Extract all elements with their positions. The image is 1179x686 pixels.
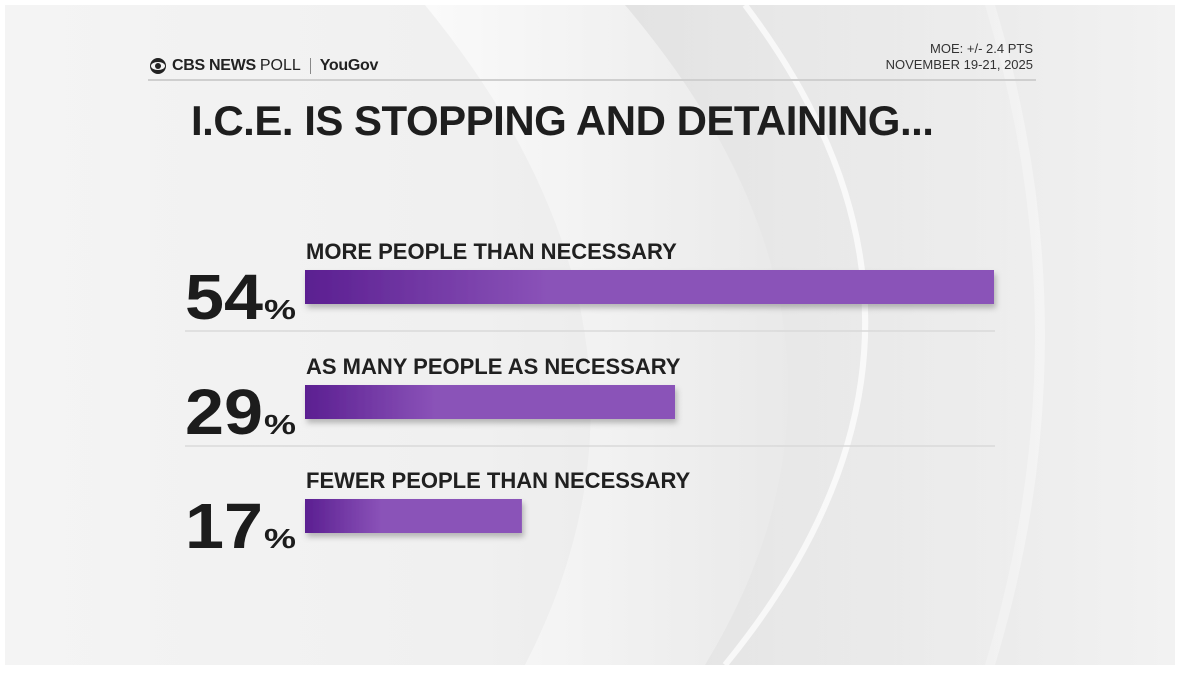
brand-name: CBS NEWS	[172, 57, 256, 74]
poll-dates: NOVEMBER 19-21, 2025	[885, 57, 1033, 72]
poll-meta: MOE: +/- 2.4 PTS NOVEMBER 19-21, 2025	[886, 41, 1033, 73]
category-label-3: FEWER PEOPLE THAN NECESSARY	[306, 468, 691, 493]
swoosh-highlight	[722, 5, 869, 665]
margin-of-error: MOE: +/- 2.4 PTS	[930, 41, 1033, 56]
chart-rows: 54 % MORE PEOPLE THAN NECESSARY 29 % AS MANY …	[185, 239, 995, 562]
header-rule	[148, 79, 1036, 81]
category-label-1: MORE PEOPLE THAN NECESSARY	[306, 239, 677, 264]
percent-sign-2: %	[264, 409, 296, 440]
cbs-eye-icon	[150, 58, 166, 74]
chart-title: I.C.E. IS STOPPING AND DETAINING...	[191, 97, 934, 144]
percent-sign-3: %	[264, 523, 296, 554]
poll-graphic: CBS NEWS POLL YouGov MOE: +/- 2.4 PTS NO…	[5, 5, 1175, 665]
brand-divider	[309, 58, 311, 74]
value-label-3: 17	[185, 490, 263, 562]
bar-3	[305, 499, 522, 533]
partner-name: YouGov	[319, 57, 379, 74]
value-label-1: 54	[185, 261, 263, 333]
bar-chart: 54 % MORE PEOPLE THAN NECESSARY 29 % AS MANY …	[185, 239, 995, 562]
brand-logo: CBS NEWS POLL YouGov	[150, 55, 378, 77]
percent-sign-1: %	[264, 294, 296, 325]
brand-suffix: POLL	[259, 57, 301, 74]
bar-1	[305, 270, 994, 304]
swoosh-shape-inner	[625, 5, 1045, 665]
category-label-2: AS MANY PEOPLE AS NECESSARY	[306, 354, 681, 379]
bar-2	[305, 385, 676, 419]
background-swoosh	[425, 5, 1045, 665]
value-label-2: 29	[185, 376, 263, 448]
